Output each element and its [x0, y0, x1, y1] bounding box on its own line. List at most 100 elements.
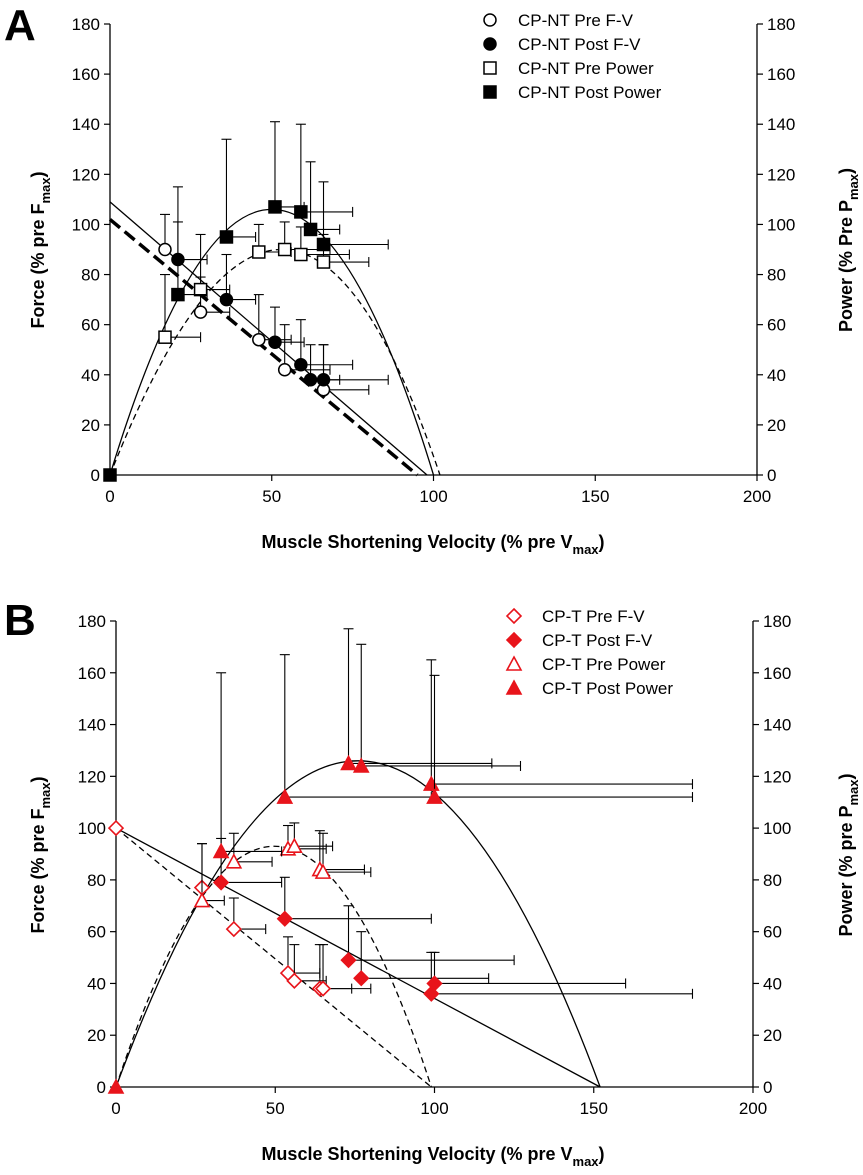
- panel-b-right-ticks: 0 20 40 60 80 100 120 140 160 180: [753, 612, 791, 1097]
- panel-a-right-tick-label: 0: [767, 466, 776, 485]
- panel-a-right-tick-label: 120: [767, 165, 795, 184]
- panel-a-right-tick-label: 100: [767, 215, 795, 234]
- panel-a-legend: CP-NT Pre F-V CP-NT Post F-V CP-NT Pre Pow…: [483, 11, 662, 102]
- panel-a-cp-nt-post-f-v-point: [219, 292, 234, 307]
- panel-b-right-tick-label: 40: [763, 974, 782, 993]
- panel-b-cp-t-post-power-point: [352, 757, 370, 773]
- panel-b-left-tick-label: 120: [78, 767, 106, 786]
- panel-a-data-points: [103, 121, 389, 482]
- panel-a-x-tick-label: 150: [581, 487, 609, 506]
- panel-b-cp-t-post-power-series: [107, 628, 694, 1094]
- panel-b-x-axis-title: Muscle Shortening Velocity (% pre Vmax): [261, 1144, 604, 1169]
- panel-a-right-tick-label: 40: [767, 366, 786, 385]
- panel-a-cp-nt-pre-power-series: [158, 221, 370, 344]
- panel-a-right-tick-label: 60: [767, 316, 786, 335]
- panel-b-right-tick-label: 20: [763, 1026, 782, 1045]
- panel-a-legend-label: CP-NT Post Power: [518, 83, 662, 102]
- panel-a-legend-marker: [483, 37, 497, 51]
- panel-b-left-axis-title: Force (% pre Fmax): [28, 776, 53, 933]
- panel-a-left-tick-label: 0: [91, 466, 100, 485]
- panel-a-cp-nt-post-f-v-point: [294, 358, 308, 372]
- panel-b-cp-t-pre-f-v-series: [107, 819, 372, 997]
- panel-b-legend-label: CP-T Post Power: [542, 679, 673, 698]
- panel-a-cp-nt-post-power-point: [171, 287, 185, 302]
- panel-a-left-tick-label: 160: [72, 65, 100, 84]
- panel-a-right-axis-title: Power (% Pre Pmax): [836, 168, 861, 332]
- panel-a-legend-label: CP-NT Post F-V: [518, 35, 641, 54]
- panel-a-right-ticks: 0 20 40 60 80 100 120 140 160 180: [757, 15, 795, 485]
- panel-a-left-tick-label: 40: [81, 366, 100, 385]
- panel-b-left-tick-label: 40: [87, 974, 106, 993]
- panel-a-right-tick-label: 20: [767, 416, 786, 435]
- panel-a-left-tick-label: 60: [81, 316, 100, 335]
- panel-a-chart: A 0 20 40 60 80 100 120 140 160 180 0 20 40 60 80 100 1…: [4, 1, 861, 557]
- panel-b-left-tick-label: 100: [78, 819, 106, 838]
- panel-a-left-tick-label: 140: [72, 115, 100, 134]
- panel-b-data-points: [107, 628, 694, 1094]
- panel-a-cp-nt-pre-power-point: [277, 242, 292, 257]
- panel-a-cp-nt-post-power-point: [303, 222, 318, 237]
- panel-a-right-tick-label: 160: [767, 65, 795, 84]
- panel-a-fit-post-f-v-fit: [109, 201, 428, 476]
- panel-b-right-tick-label: 180: [763, 612, 791, 631]
- panel-b-cp-t-pre-power-point: [286, 837, 303, 854]
- panel-a-x-tick-label: 100: [419, 487, 447, 506]
- panel-b-right-tick-label: 160: [763, 664, 791, 683]
- panel-a-cp-nt-pre-power-point: [316, 255, 331, 269]
- panel-a-left-tick-label: 20: [81, 416, 100, 435]
- panel-b-fit-post-f-v-fit: [115, 827, 601, 1088]
- panel-a-left-tick-label: 100: [72, 215, 100, 234]
- panel-a-x-tick-label: 200: [743, 487, 771, 506]
- panel-a-fit-pre-f-v-fit: [108, 218, 419, 477]
- panel-a-cp-nt-post-power-series: [103, 121, 389, 482]
- panel-b-cp-t-pre-f-v-point: [107, 819, 125, 837]
- panel-b-cp-t-post-f-v-point: [340, 952, 357, 969]
- panel-b-left-tick-label: 180: [78, 612, 106, 631]
- panel-b-cp-t-post-f-v-point: [353, 970, 370, 987]
- panel-a-right-tick-label: 180: [767, 15, 795, 34]
- panel-b-cp-t-pre-power-series: [193, 822, 372, 908]
- panel-b-cp-t-post-f-v-point: [212, 874, 230, 891]
- panel-a-cp-nt-pre-f-v-point: [193, 305, 208, 319]
- panel-b-legend-label: CP-T Pre Power: [542, 655, 666, 674]
- panel-b-x-ticks: 0 50 100 150 200: [111, 1087, 767, 1118]
- panel-b-cp-t-post-f-v-point: [426, 975, 443, 992]
- panel-a-legend-label: CP-NT Pre F-V: [518, 11, 634, 30]
- panel-b-right-tick-label: 140: [763, 716, 791, 735]
- panel-b-x-tick-label: 50: [266, 1099, 285, 1118]
- panel-b-cp-t-post-power-point: [107, 1078, 125, 1094]
- panel-a-cp-nt-post-power-point: [268, 200, 282, 214]
- panel-a-fit-pre-power-fit: [109, 248, 441, 476]
- panel-b-fit-pre-f-v-fit: [115, 827, 432, 1088]
- panel-b-cp-t-pre-power-point: [193, 891, 211, 908]
- panel-b-legend-label: CP-T Pre F-V: [542, 607, 645, 626]
- panel-b-legend: CP-T Pre F-V CP-T Post F-V CP-T Pre Power C…: [505, 607, 673, 698]
- panel-b-cp-t-post-power-point: [340, 754, 357, 771]
- panel-b-left-tick-label: 20: [87, 1026, 106, 1045]
- panel-a-legend-label: CP-NT Pre Power: [518, 59, 654, 78]
- panel-b-cp-t-pre-power-point: [225, 853, 243, 869]
- panel-a-left-tick-label: 120: [72, 165, 100, 184]
- panel-b-left-tick-label: 80: [87, 871, 106, 890]
- panel-a-cp-nt-post-f-v-point: [316, 373, 331, 387]
- panel-a-cp-nt-post-f-v-point: [268, 335, 282, 349]
- panel-a-legend-marker: [483, 61, 497, 75]
- panel-b-x-tick-label: 150: [580, 1099, 608, 1118]
- panel-a-cp-nt-pre-power-point: [252, 245, 266, 259]
- panel-a-x-tick-label: 0: [105, 487, 114, 506]
- panel-a-cp-nt-pre-f-v-point: [252, 332, 266, 347]
- panel-a-x-ticks: 0 50 100 150 200: [105, 475, 771, 506]
- panel-b-legend-marker: [505, 607, 523, 625]
- panel-b-legend-marker: [505, 655, 523, 671]
- panel-b-chart: B 0 20 40 60 80 100 120 140 160 180 0 20 40 60 80 100 1…: [4, 596, 861, 1169]
- panel-b-cp-t-post-f-v-point: [276, 910, 293, 927]
- panel-a-legend-marker: [483, 85, 497, 99]
- panel-a-legend-marker: [483, 13, 497, 27]
- panel-b-right-tick-label: 80: [763, 871, 782, 890]
- panel-a-x-tick-label: 50: [262, 487, 281, 506]
- panel-b-left-tick-label: 140: [78, 716, 106, 735]
- panel-b-legend-marker: [505, 631, 523, 649]
- panel-b-right-tick-label: 0: [763, 1078, 772, 1097]
- panel-b-left-tick-label: 60: [87, 923, 106, 942]
- panel-b-x-tick-label: 0: [111, 1099, 120, 1118]
